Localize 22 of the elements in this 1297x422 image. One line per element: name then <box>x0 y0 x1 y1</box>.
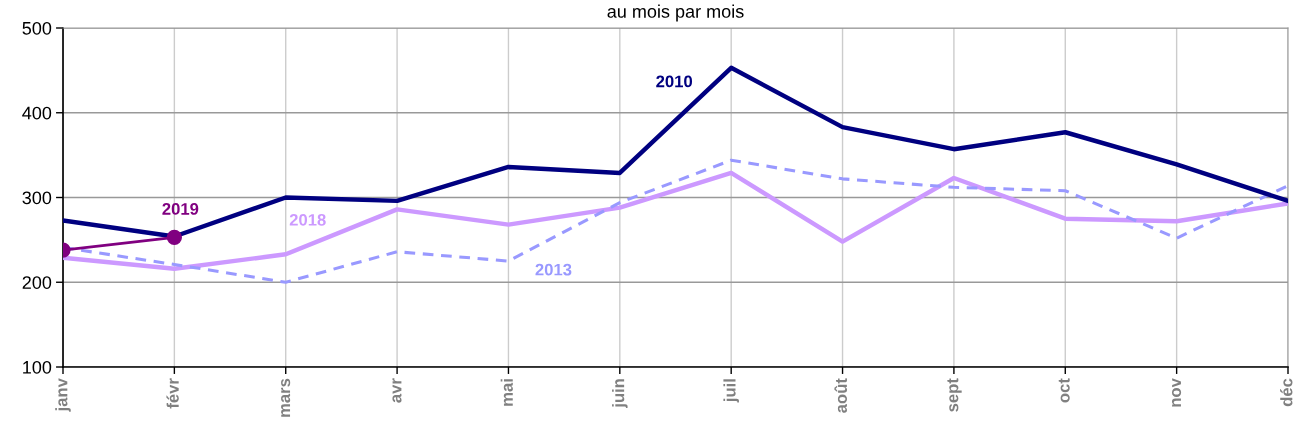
x-tick-label: avr <box>392 378 402 403</box>
x-tick-label: nov <box>1171 378 1182 407</box>
x-tick-label: août <box>834 378 848 413</box>
x-tick-label: oct <box>1058 378 1070 403</box>
x-tick-label: juin <box>612 379 628 408</box>
x-tick-label: janv <box>55 378 71 412</box>
y-tick-label: 300 <box>22 191 52 205</box>
y-tick-label: 500 <box>22 21 52 35</box>
x-tick-label: févr <box>166 378 179 409</box>
x-tick-label: juil <box>723 379 739 403</box>
x-tick-label: déc <box>1280 378 1293 407</box>
series-label: 2019 <box>162 203 199 215</box>
chart-title: au mois par mois <box>607 4 744 22</box>
x-tick-label: mars <box>281 378 291 417</box>
series-label: 2010 <box>656 75 693 88</box>
series-label: 2013 <box>535 263 572 276</box>
y-tick-label: 400 <box>22 106 52 120</box>
y-tick-label: 200 <box>22 276 52 289</box>
series-label: 2018 <box>289 213 326 226</box>
y-tick-label: 100 <box>23 360 52 374</box>
x-tick-label: sept <box>947 378 962 412</box>
x-tick-label: mai <box>500 379 513 406</box>
